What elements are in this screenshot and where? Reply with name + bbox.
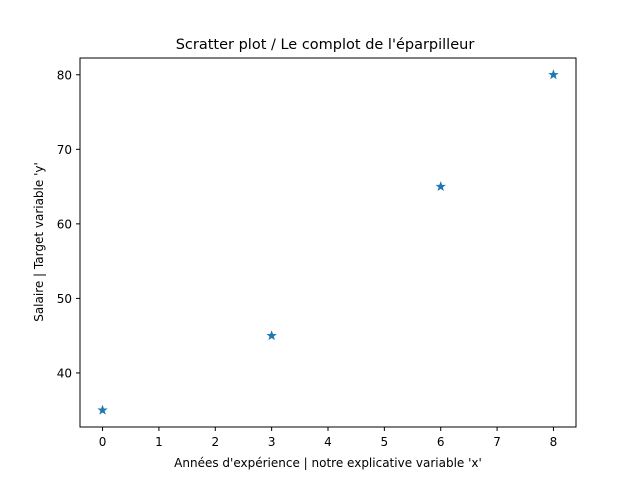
- y-tick-label: 80: [57, 68, 72, 82]
- data-point-star-marker: [435, 181, 446, 192]
- x-tick-label: 0: [99, 435, 107, 449]
- data-point-star-marker: [548, 69, 559, 80]
- y-axis-ticks: 40 50 60 70 80: [57, 68, 80, 380]
- x-axis-label: Années d'expérience | notre explicative …: [174, 456, 482, 470]
- x-tick-label: 7: [493, 435, 501, 449]
- x-tick-label: 8: [550, 435, 558, 449]
- y-tick-label: 40: [57, 366, 72, 380]
- y-tick-label: 50: [57, 292, 72, 306]
- x-axis-ticks: 0 1 2 3 4 5 6 7 8: [99, 427, 558, 449]
- x-tick-label: 5: [381, 435, 389, 449]
- data-point-star-marker: [97, 404, 108, 415]
- plot-marks: [97, 69, 559, 415]
- data-point-star-marker: [266, 330, 277, 341]
- x-tick-label: 1: [155, 435, 163, 449]
- y-tick-label: 70: [57, 143, 72, 157]
- y-axis-label: Salaire | Target variable 'y': [32, 162, 46, 322]
- x-tick-label: 6: [437, 435, 445, 449]
- y-tick-label: 60: [57, 217, 72, 231]
- x-tick-label: 3: [268, 435, 276, 449]
- plot-frame: [79, 57, 577, 428]
- chart-title: Scratter plot / Le complot de l'éparpill…: [176, 37, 475, 53]
- x-tick-label: 4: [324, 435, 332, 449]
- x-tick-label: 2: [211, 435, 219, 449]
